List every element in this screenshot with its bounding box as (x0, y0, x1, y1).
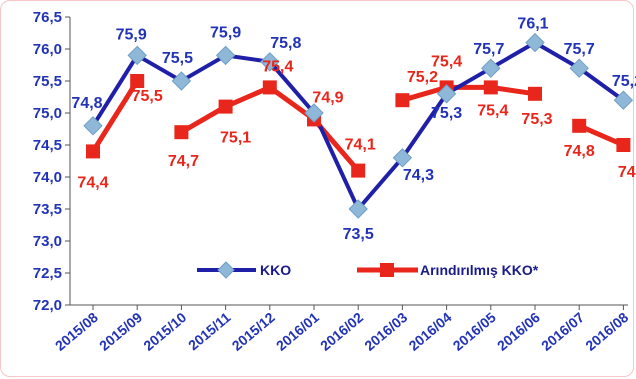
data-label-arindirilmis-kko: 75,4 (262, 58, 293, 75)
data-point-arindirilmis-kko (572, 118, 587, 133)
data-label-arindirilmis-kko: 75,5 (132, 88, 163, 105)
data-label-arindirilmis-kko: 74,9 (312, 89, 343, 106)
x-tick-label: 2016/03 (361, 309, 410, 354)
data-label-arindirilmis-kko: 74,5 (618, 164, 636, 181)
legend: KKO Arındırılmış KKO* (197, 261, 539, 279)
data-label-kko: 75,5 (162, 50, 193, 67)
legend-label-arindirilmis-kko: Arındırılmış KKO* (420, 262, 539, 278)
data-point-kko (569, 58, 589, 78)
y-tick-label: 72,0 (33, 297, 62, 314)
data-point-kko (436, 84, 457, 104)
data-point-kko (348, 199, 368, 219)
x-tick-label: 2015/10 (140, 309, 189, 354)
data-point-arindirilmis-kko (218, 99, 233, 114)
data-label-arindirilmis-kko: 74,1 (345, 137, 376, 154)
legend-marker-kko (217, 261, 235, 279)
data-label-arindirilmis-kko: 75,4 (477, 102, 508, 119)
series-line-arindirilmis-kko (180, 104, 227, 135)
data-labels: 74,8 75,9 75,5 75,9 75,8 73,5 74,3 75,3 75,7 76,1… (71, 16, 636, 243)
data-label-arindirilmis-kko: 75,2 (407, 69, 438, 86)
data-point-kko (304, 103, 324, 123)
x-tick-label: 2016/07 (538, 309, 587, 354)
data-label-arindirilmis-kko: 74,8 (564, 143, 595, 160)
data-point-arindirilmis-kko (616, 138, 631, 152)
data-point-kko (392, 148, 413, 168)
x-tick-label: 2015/09 (96, 309, 145, 354)
data-point-kko (260, 52, 280, 72)
data-label-kko: 75,7 (473, 41, 504, 58)
y-tick-label: 75,0 (33, 105, 62, 122)
x-tick-label: 2016/08 (582, 309, 631, 354)
series-line-arindirilmis-kko (490, 84, 536, 97)
legend-marker-arindirilmis-kko (380, 263, 394, 277)
data-point-arindirilmis-kko (86, 144, 100, 159)
data-label-kko: 74,8 (71, 95, 102, 112)
data-label-arindirilmis-kko: 74,7 (168, 153, 199, 170)
x-tick-label: 2015/12 (229, 309, 278, 354)
data-label-arindirilmis-kko: 75,4 (431, 53, 462, 70)
data-point-kko (83, 116, 103, 136)
y-tick-label: 73,0 (33, 233, 62, 250)
data-point-arindirilmis-kko (395, 93, 410, 108)
y-tick-label: 75,5 (33, 73, 62, 90)
data-point-arindirilmis-kko (174, 125, 189, 140)
data-point-arindirilmis-kko (351, 163, 366, 178)
x-tick-label: 2016/06 (494, 309, 543, 354)
y-tick-label: 76,5 (33, 9, 62, 26)
data-label-kko: 75,8 (270, 35, 301, 52)
y-tick-label: 72,5 (33, 265, 62, 282)
y-tick-label: 74,5 (33, 137, 62, 154)
data-point-kko (525, 32, 545, 53)
x-tick-label: 2016/04 (405, 309, 454, 354)
data-label-kko: 75,2 (612, 73, 636, 90)
data-point-arindirilmis-kko (483, 80, 498, 95)
data-point-kko (215, 45, 236, 66)
series-line-arindirilmis-kko (224, 85, 271, 109)
x-tick-label: 2016/05 (450, 309, 499, 354)
data-point-arindirilmis-kko (262, 80, 277, 95)
x-tick-label: 2015/08 (52, 309, 101, 354)
x-tick-label: 2016/02 (317, 309, 366, 354)
y-tick-label: 73,5 (33, 201, 62, 218)
axes: 72,0 72,5 73,0 73,5 74,0 74,5 75,0 75,5 76,0 76,5… (33, 9, 632, 354)
series-line-arindirilmis-kko (401, 84, 448, 103)
series-line-arindirilmis-kko (90, 79, 140, 153)
data-label-kko: 75,9 (116, 26, 147, 43)
data-label-kko: 75,7 (564, 41, 595, 58)
series-line-arindirilmis-kko (578, 123, 625, 148)
data-point-kko (127, 45, 147, 66)
data-label-kko: 74,3 (403, 167, 434, 184)
data-label-kko: 73,5 (343, 226, 374, 243)
x-tick-label: 2016/01 (273, 309, 322, 354)
data-point-kko (613, 90, 634, 110)
data-label-kko: 75,9 (210, 24, 241, 41)
data-label-kko: 75,3 (431, 105, 462, 122)
data-point-arindirilmis-kko (130, 74, 145, 88)
y-tick-label: 74,0 (33, 169, 62, 186)
x-tick-label: 2015/11 (185, 309, 234, 353)
data-point-arindirilmis-kko (528, 86, 542, 101)
y-tick-label: 76,0 (33, 41, 62, 58)
data-point-kko (171, 71, 192, 91)
data-label-kko: 76,1 (517, 16, 548, 33)
series-layer (83, 32, 634, 219)
data-label-arindirilmis-kko: 75,1 (220, 130, 251, 147)
data-point-kko (481, 58, 501, 78)
legend-label-kko: KKO (260, 262, 291, 278)
data-label-arindirilmis-kko: 74,4 (77, 174, 108, 191)
data-label-arindirilmis-kko: 75,3 (521, 111, 552, 128)
